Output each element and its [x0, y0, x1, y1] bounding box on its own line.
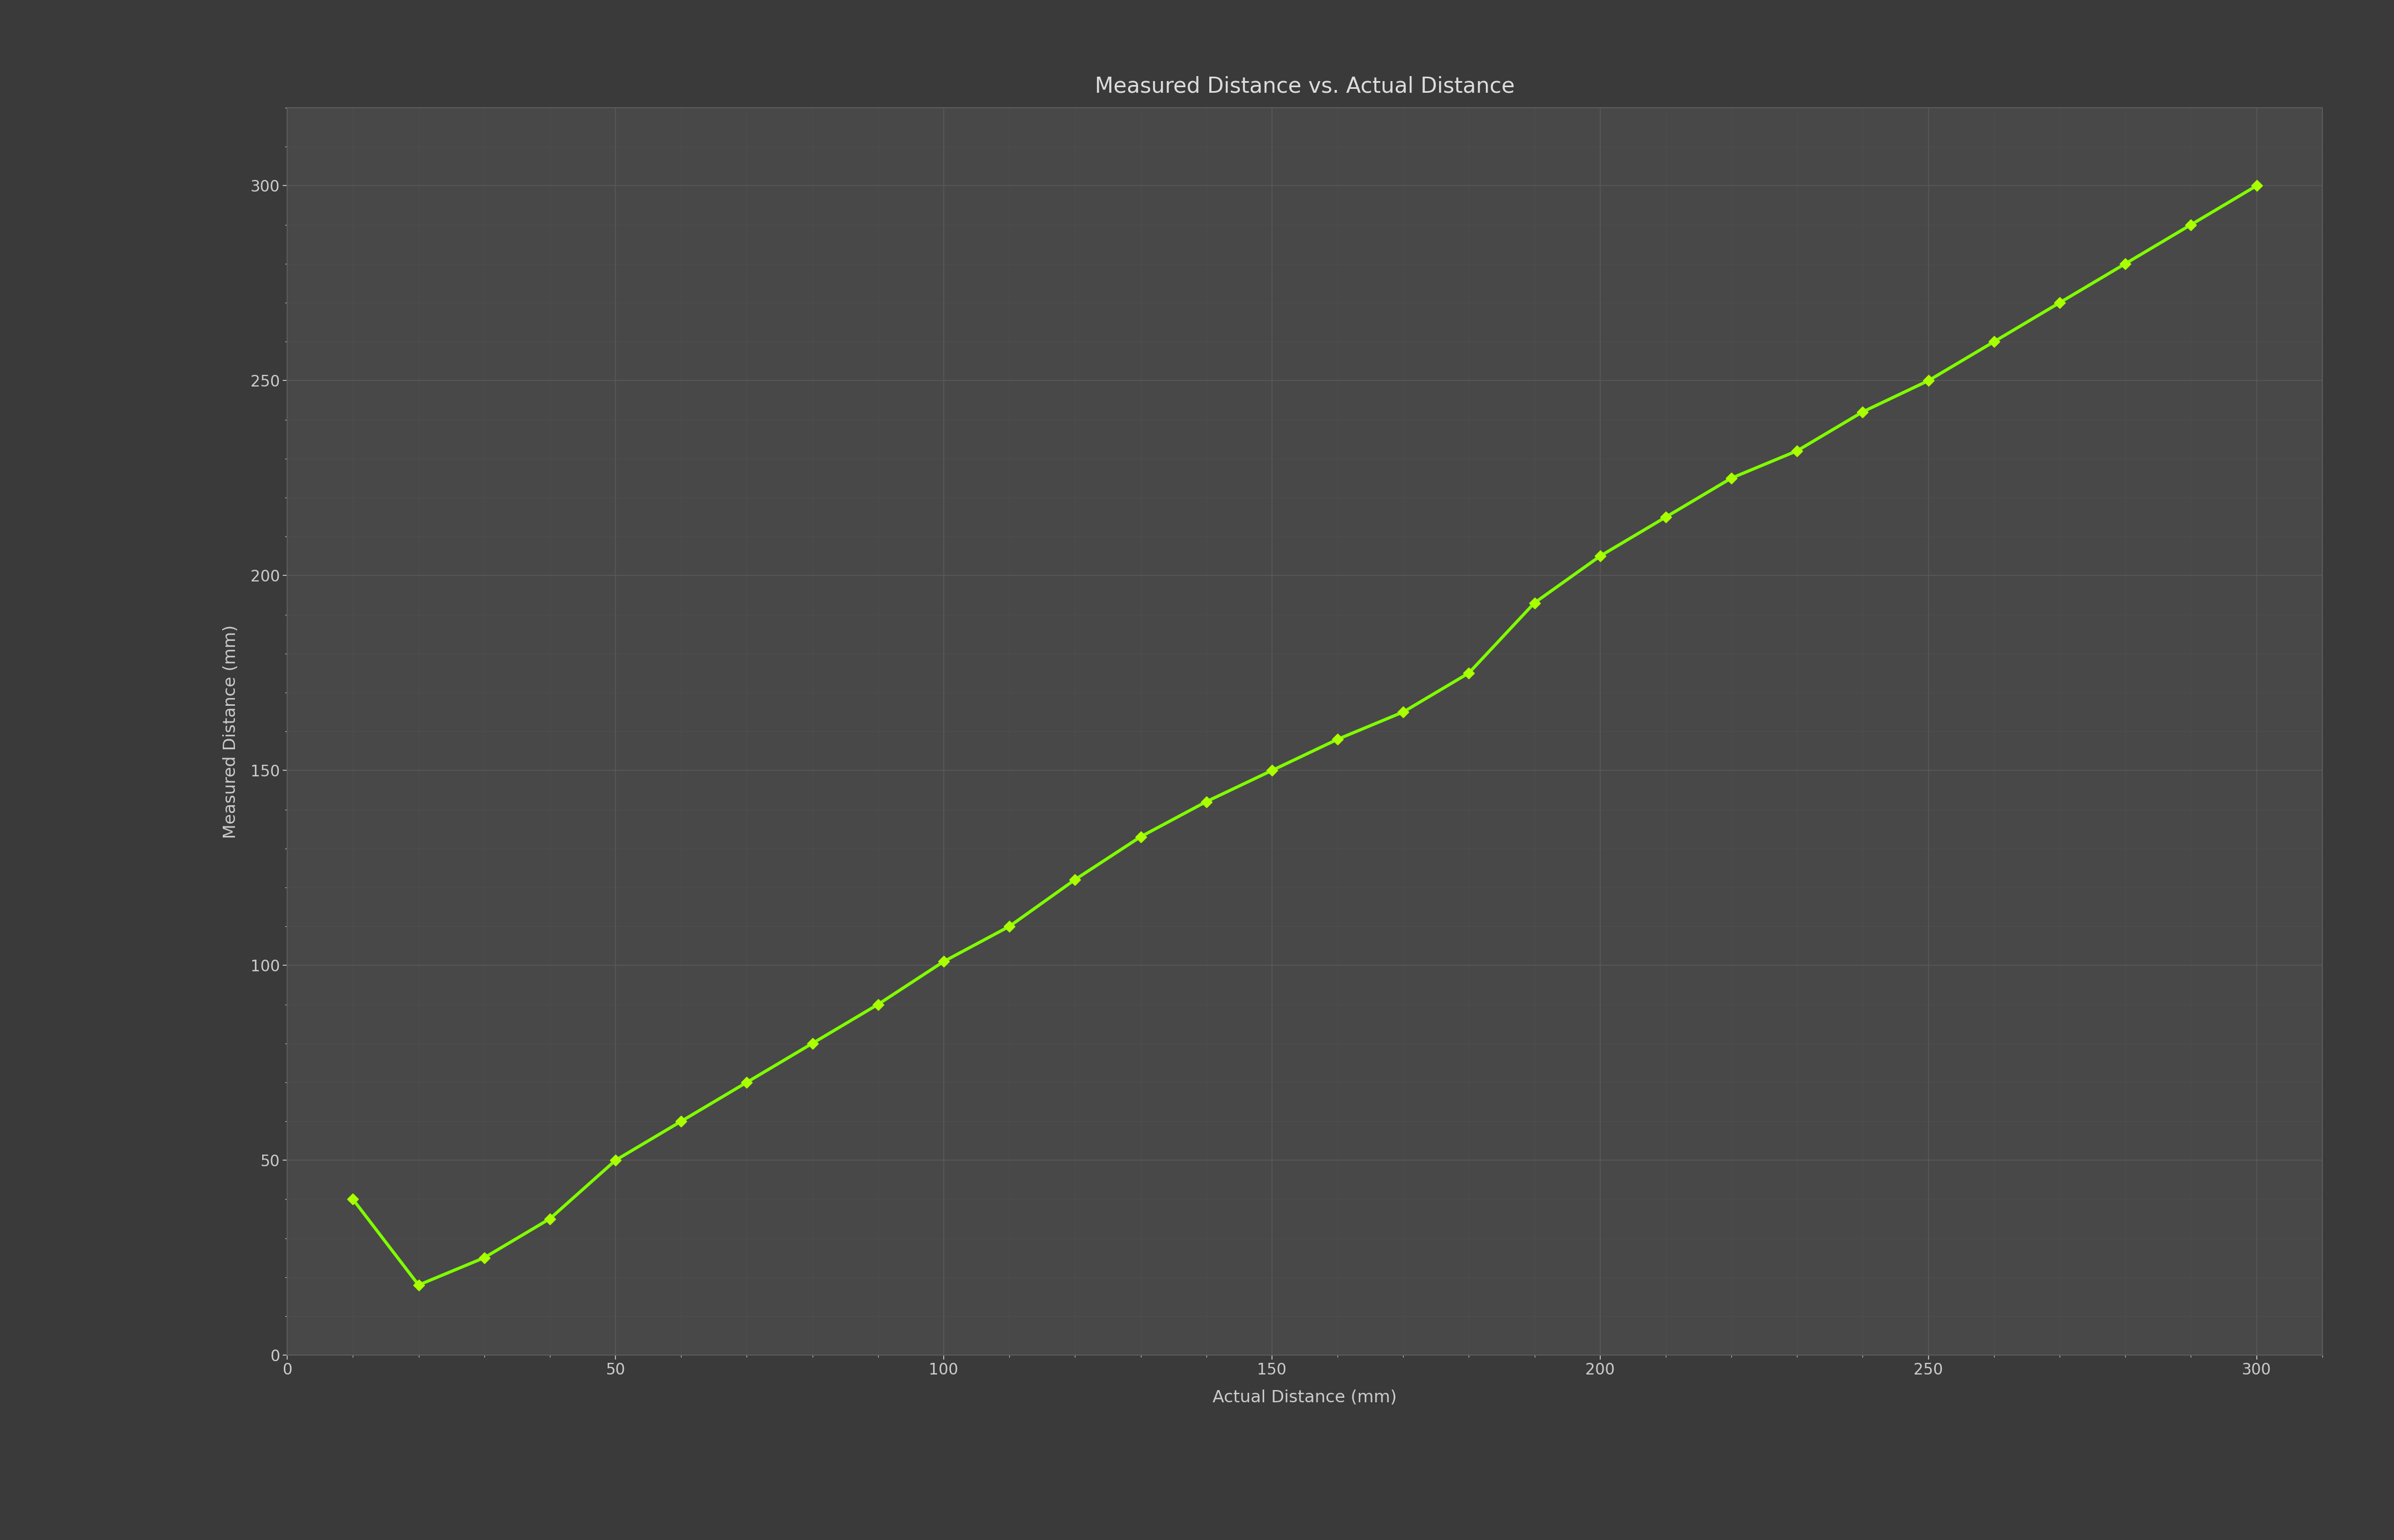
Title: Measured Distance vs. Actual Distance: Measured Distance vs. Actual Distance: [1094, 75, 1515, 97]
Y-axis label: Measured Distance (mm): Measured Distance (mm): [223, 625, 239, 838]
X-axis label: Actual Distance (mm): Actual Distance (mm): [1214, 1389, 1396, 1406]
